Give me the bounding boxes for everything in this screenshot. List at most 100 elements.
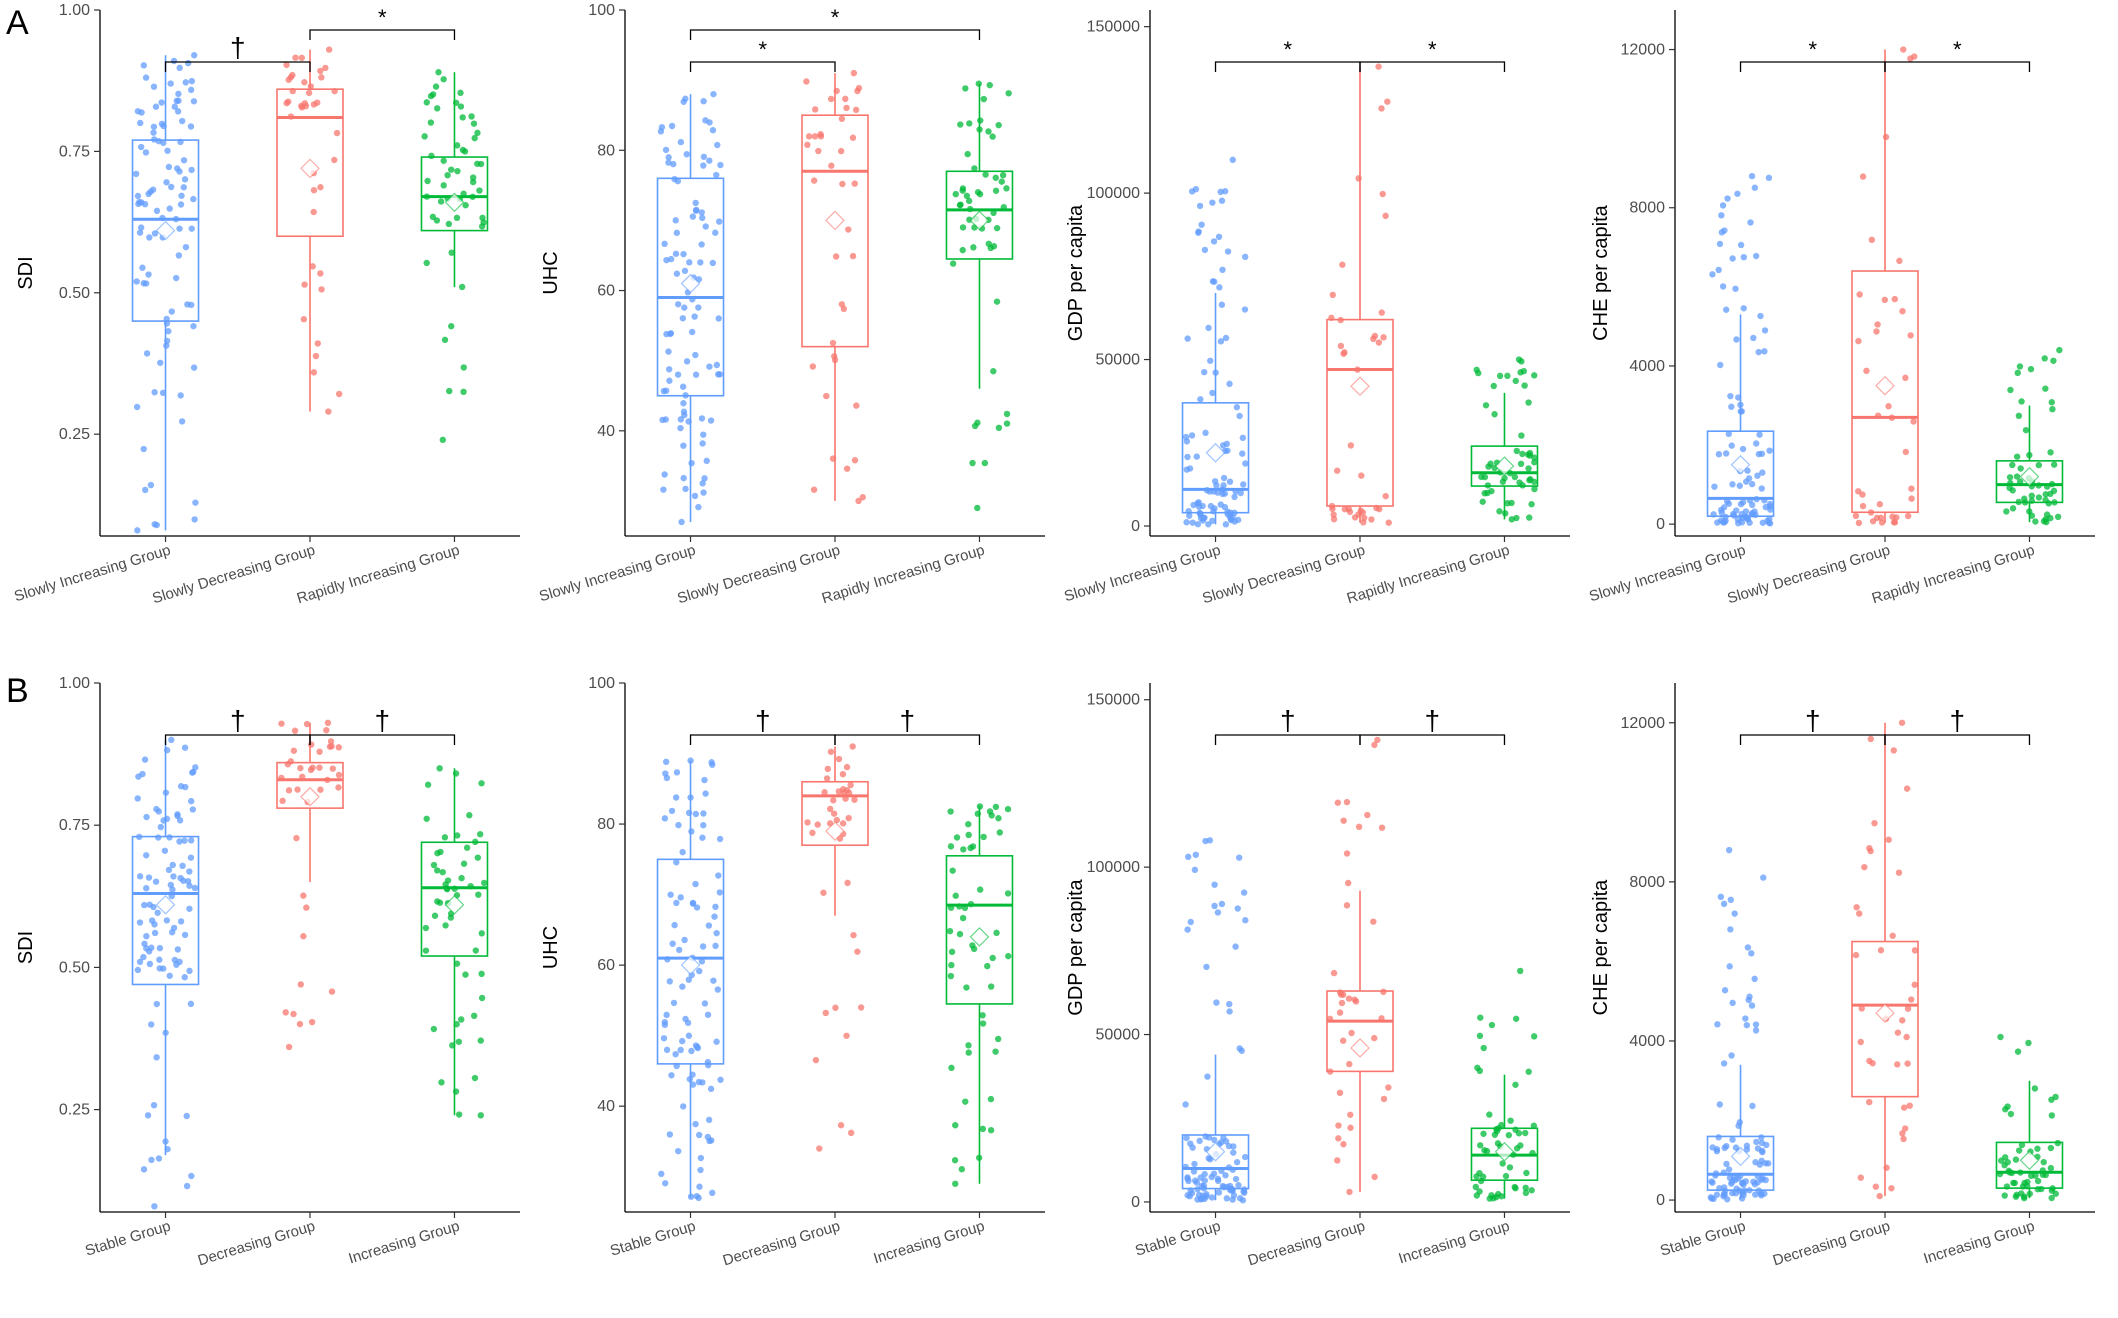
box-group-3 xyxy=(945,80,1014,512)
data-point xyxy=(1888,1185,1895,1192)
data-point xyxy=(458,283,466,291)
data-point xyxy=(1716,1101,1724,1108)
data-point xyxy=(843,465,851,472)
significance-bracket: † xyxy=(689,705,836,745)
data-point xyxy=(1211,881,1218,888)
y-tick-label: 100 xyxy=(588,2,615,19)
data-point xyxy=(1186,512,1193,519)
data-point xyxy=(1900,46,1907,53)
data-point xyxy=(448,249,455,256)
data-point xyxy=(2040,1158,2047,1166)
data-point xyxy=(1340,817,1347,824)
data-point xyxy=(1361,514,1368,522)
data-point xyxy=(677,894,684,901)
data-point xyxy=(966,120,973,127)
box-group-1 xyxy=(131,736,200,1210)
data-point xyxy=(444,171,451,179)
data-point xyxy=(716,218,723,225)
data-point xyxy=(141,200,149,208)
data-point xyxy=(662,146,670,154)
data-point xyxy=(1384,98,1391,105)
data-point xyxy=(680,1103,687,1110)
data-point xyxy=(1729,999,1736,1007)
data-point xyxy=(134,108,142,115)
data-point xyxy=(166,972,173,979)
data-point xyxy=(455,1038,463,1045)
data-point xyxy=(1531,485,1538,493)
data-point xyxy=(1766,447,1773,454)
data-point xyxy=(666,377,673,384)
bracket-line xyxy=(1214,734,1361,745)
data-point xyxy=(469,178,477,186)
bracket-line xyxy=(1359,61,1506,72)
data-point xyxy=(2047,1144,2055,1152)
data-point xyxy=(478,994,486,1002)
significance-bracket: † xyxy=(834,705,981,745)
data-point xyxy=(440,157,447,164)
y-tick-label: 40 xyxy=(597,1098,615,1115)
data-point xyxy=(1720,1060,1728,1067)
data-point xyxy=(314,99,321,106)
data-point xyxy=(285,787,293,794)
data-point xyxy=(1207,357,1214,364)
box-iqr xyxy=(1851,940,1919,1098)
data-point xyxy=(190,98,198,105)
data-point xyxy=(172,274,180,282)
data-point xyxy=(1184,335,1191,342)
data-point xyxy=(1222,521,1230,528)
data-point xyxy=(175,252,183,259)
data-point xyxy=(717,161,724,169)
data-point xyxy=(434,867,441,874)
y-tick-label: 4000 xyxy=(1629,1033,1665,1050)
data-point xyxy=(1523,1169,1530,1177)
data-point xyxy=(1355,175,1362,182)
data-point xyxy=(1217,1139,1225,1146)
data-point xyxy=(187,123,195,130)
data-point xyxy=(1339,991,1347,998)
y-tick-label: 60 xyxy=(597,283,615,300)
data-point xyxy=(700,431,707,438)
box-iqr xyxy=(1181,1134,1250,1190)
data-point xyxy=(1233,404,1241,411)
data-point xyxy=(1513,514,1520,522)
data-point xyxy=(1894,1029,1902,1036)
data-point xyxy=(839,770,847,778)
data-point xyxy=(699,214,706,222)
data-point xyxy=(2045,500,2052,507)
data-point xyxy=(457,89,464,97)
data-point xyxy=(297,764,304,772)
data-point xyxy=(140,1166,148,1173)
data-point xyxy=(292,54,299,61)
data-point xyxy=(150,83,158,90)
data-point xyxy=(1215,233,1223,241)
data-point xyxy=(183,1182,191,1190)
data-point xyxy=(699,834,706,841)
mean-diamond xyxy=(2019,466,2040,487)
data-point xyxy=(142,280,150,287)
data-point xyxy=(683,358,691,365)
data-point xyxy=(2035,461,2043,469)
significance-bracket: * xyxy=(1884,37,2031,72)
data-point xyxy=(2048,399,2055,406)
data-point xyxy=(1184,926,1191,933)
data-point xyxy=(675,821,682,829)
data-point xyxy=(1228,516,1235,524)
x-tick-label: Slowly Increasing Group xyxy=(537,542,697,606)
data-point xyxy=(290,1010,297,1018)
data-point xyxy=(979,1012,986,1019)
y-axis-title: CHE per capita xyxy=(1590,204,1612,340)
data-point xyxy=(948,948,956,956)
data-point xyxy=(477,160,485,168)
data-point xyxy=(1183,466,1191,473)
data-point xyxy=(688,1047,695,1055)
box-group-3 xyxy=(945,803,1014,1187)
y-tick-label: 80 xyxy=(597,142,615,159)
data-point xyxy=(423,815,430,822)
box-group-2 xyxy=(801,743,869,1152)
data-point xyxy=(156,944,164,952)
data-point xyxy=(843,104,850,112)
data-point xyxy=(1241,253,1249,261)
data-point xyxy=(1375,339,1383,346)
data-point xyxy=(166,205,173,212)
